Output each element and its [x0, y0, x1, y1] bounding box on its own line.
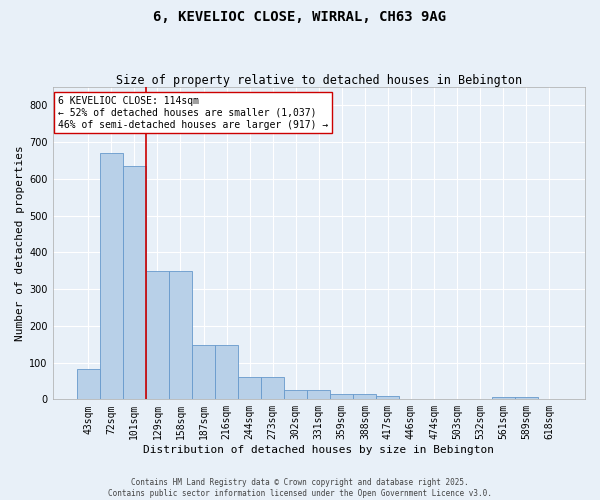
Title: Size of property relative to detached houses in Bebington: Size of property relative to detached ho…	[116, 74, 522, 87]
Bar	[307, 390, 330, 400]
Text: 6 KEVELIOC CLOSE: 114sqm
← 52% of detached houses are smaller (1,037)
46% of sem: 6 KEVELIOC CLOSE: 114sqm ← 52% of detach…	[58, 96, 328, 130]
Bar	[169, 270, 192, 400]
Bar	[238, 378, 261, 400]
Y-axis label: Number of detached properties: Number of detached properties	[15, 146, 25, 341]
Bar	[515, 397, 538, 400]
Bar	[123, 166, 146, 400]
Bar	[146, 270, 169, 400]
Bar	[261, 378, 284, 400]
Bar	[215, 345, 238, 400]
Text: 6, KEVELIOC CLOSE, WIRRAL, CH63 9AG: 6, KEVELIOC CLOSE, WIRRAL, CH63 9AG	[154, 10, 446, 24]
Text: Contains HM Land Registry data © Crown copyright and database right 2025.
Contai: Contains HM Land Registry data © Crown c…	[108, 478, 492, 498]
Bar	[192, 345, 215, 400]
X-axis label: Distribution of detached houses by size in Bebington: Distribution of detached houses by size …	[143, 445, 494, 455]
Bar	[77, 369, 100, 400]
Bar	[353, 394, 376, 400]
Bar	[284, 390, 307, 400]
Bar	[491, 397, 515, 400]
Bar	[330, 394, 353, 400]
Bar	[376, 396, 400, 400]
Bar	[100, 153, 123, 400]
